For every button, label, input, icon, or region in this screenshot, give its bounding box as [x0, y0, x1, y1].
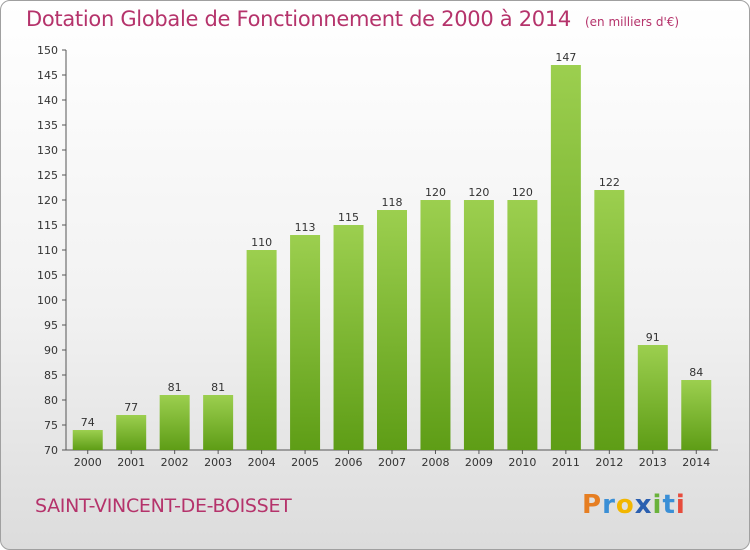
logo-letter: i: [652, 490, 663, 520]
y-tick-label: 135: [37, 119, 58, 132]
title-text: Dotation Globale de Fonctionnement de 20…: [26, 7, 571, 31]
bars: [72, 65, 712, 450]
logo-letter: x: [634, 490, 653, 520]
x-tick-label: 2009: [465, 456, 493, 469]
bar-value-label: 77: [124, 401, 138, 414]
y-tick-label: 105: [37, 269, 58, 282]
y-tick-label: 90: [44, 344, 58, 357]
bar[interactable]: [333, 225, 364, 450]
bar[interactable]: [507, 200, 538, 450]
bar-value-label: 122: [599, 176, 620, 189]
bar-value-label: 110: [251, 236, 272, 249]
x-tick-label: 2013: [639, 456, 667, 469]
bar[interactable]: [246, 250, 277, 450]
y-tick-label: 100: [37, 294, 58, 307]
logo-letter: P: [582, 490, 603, 520]
y-tick-label: 140: [37, 94, 58, 107]
y-tick-label: 120: [37, 194, 58, 207]
x-tick-label: 2005: [291, 456, 319, 469]
x-tick-label: 2002: [161, 456, 189, 469]
y-tick-label: 70: [44, 444, 58, 457]
x-tick-label: 2001: [117, 456, 145, 469]
bar[interactable]: [377, 210, 407, 450]
bar[interactable]: [681, 380, 712, 450]
bar-value-label: 120: [512, 186, 533, 199]
x-tick-label: 2010: [508, 456, 536, 469]
x-axis: 2000 2001 2002 2003 2004 2005 2006 2007 2008 2009…: [66, 449, 718, 469]
x-tick-label: 2000: [74, 456, 102, 469]
bar-value-label: 81: [168, 381, 182, 394]
y-tick-label: 95: [44, 319, 58, 332]
y-tick-label: 125: [37, 169, 58, 182]
title-unit: (en milliers d'€): [584, 15, 680, 29]
y-tick-label: 85: [44, 369, 58, 382]
y-tick-label: 130: [37, 144, 58, 157]
x-tick-label: 2014: [682, 456, 710, 469]
proxiti-logo[interactable]: Proxiti: [582, 490, 686, 520]
x-tick-label: 2008: [421, 456, 449, 469]
bar[interactable]: [72, 430, 103, 450]
bar[interactable]: [203, 395, 234, 450]
y-tick-label: 110: [37, 244, 58, 257]
y-tick-label: 80: [44, 394, 58, 407]
bar-value-label: 115: [338, 211, 359, 224]
x-tick-label: 2004: [248, 456, 276, 469]
bar-value-label: 120: [468, 186, 489, 199]
y-tick-label: 150: [37, 44, 58, 57]
bar[interactable]: [159, 395, 190, 450]
bar[interactable]: [290, 235, 321, 450]
data-labels: 74 77 81 81 110 113 115 118 120 120 120 147 122 91 84: [81, 51, 704, 429]
logo-letter: o: [615, 490, 635, 520]
bar[interactable]: [420, 200, 451, 450]
y-tick-label: 145: [37, 69, 58, 82]
x-tick-label: 2007: [378, 456, 406, 469]
bar-value-label: 74: [81, 416, 95, 429]
y-tick-label: 115: [37, 219, 58, 232]
bar[interactable]: [637, 345, 668, 450]
x-tick-label: 2006: [335, 456, 363, 469]
bar-value-label: 113: [295, 221, 316, 234]
x-tick-label: 2012: [595, 456, 623, 469]
bar-value-label: 118: [382, 196, 403, 209]
bar-value-label: 120: [425, 186, 446, 199]
y-axis: 70 75 80 85 90 95 100 105 110 115 120 125 130 135 140 1…: [37, 44, 67, 457]
y-tick-label: 75: [44, 419, 58, 432]
logo-letter: r: [602, 490, 616, 520]
logo-letter: i: [675, 490, 686, 520]
logo-letter: t: [662, 490, 676, 520]
bar[interactable]: [594, 190, 625, 450]
bar[interactable]: [463, 200, 494, 450]
x-tick-label: 2003: [204, 456, 232, 469]
bar-value-label: 84: [689, 366, 703, 379]
bar[interactable]: [116, 415, 147, 450]
commune-name: SAINT-VINCENT-DE-BOISSET: [35, 495, 292, 517]
bar-value-label: 81: [211, 381, 225, 394]
bar-value-label: 91: [646, 331, 660, 344]
bar[interactable]: [550, 65, 581, 450]
bar-value-label: 147: [555, 51, 576, 64]
chart-title: Dotation Globale de Fonctionnement de 20…: [26, 7, 679, 31]
x-tick-label: 2011: [552, 456, 580, 469]
